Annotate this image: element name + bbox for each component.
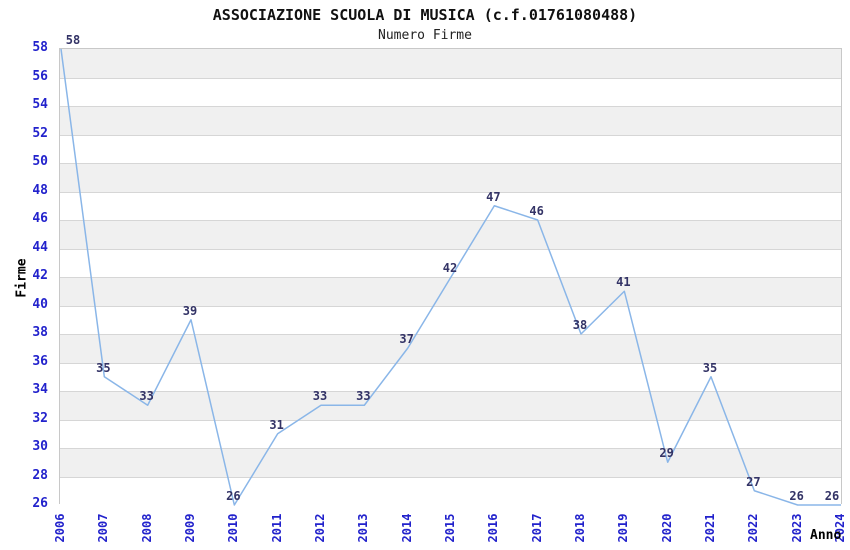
data-label: 41 — [616, 275, 631, 290]
y-tick-label: 50 — [32, 154, 48, 169]
data-label: 58 — [65, 33, 81, 47]
grid-band — [60, 476, 841, 505]
grid-band — [60, 49, 841, 78]
data-label: 26 — [226, 489, 241, 503]
line-series-path — [60, 48, 841, 506]
x-tick-label: 2008 — [139, 513, 154, 543]
data-label: 26 — [789, 489, 804, 503]
y-tick-label: 34 — [32, 382, 48, 397]
x-tick-label: 2016 — [486, 513, 501, 543]
data-label: 47 — [486, 189, 501, 204]
grid-band — [60, 191, 841, 220]
y-tick-label: 30 — [32, 439, 48, 454]
data-label: 26 — [824, 489, 840, 503]
y-tick-label: 44 — [32, 239, 48, 255]
x-tick-label: 2007 — [96, 513, 111, 543]
y-tick-label: 56 — [32, 68, 48, 84]
line-series-svg — [60, 48, 841, 506]
data-label: 33 — [356, 389, 371, 404]
data-label: 37 — [399, 332, 414, 347]
x-axis-title: Anno — [810, 528, 842, 543]
y-tick-label: 42 — [32, 268, 48, 283]
chart-title: ASSOCIAZIONE SCUOLA DI MUSICA (c.f.01761… — [212, 6, 638, 24]
data-label: 38 — [572, 318, 588, 332]
data-label: 35 — [96, 360, 111, 375]
y-tick-label: 48 — [32, 182, 48, 198]
grid-band — [60, 334, 841, 363]
y-axis-title: Firme — [14, 258, 30, 298]
data-label: 27 — [746, 474, 761, 489]
data-label: 46 — [529, 204, 544, 218]
y-tick-label: 58 — [32, 40, 48, 55]
y-tick-label: 36 — [32, 353, 48, 369]
grid-band — [60, 419, 841, 448]
data-label: 35 — [702, 360, 718, 375]
x-tick-label: 2011 — [269, 513, 284, 543]
grid-band — [60, 163, 841, 192]
x-tick-label: 2022 — [746, 513, 761, 543]
y-tick-label: 26 — [32, 496, 48, 511]
data-label: 33 — [312, 389, 328, 404]
y-tick-label: 40 — [32, 296, 48, 312]
x-tick-label: 2013 — [356, 513, 371, 543]
x-tick-label: 2010 — [226, 513, 241, 543]
data-label: 33 — [139, 389, 154, 404]
x-tick-label: 2015 — [443, 513, 457, 543]
chart-subtitle: Numero Firme — [378, 28, 472, 43]
data-label: 39 — [182, 303, 198, 318]
x-tick-label: 2023 — [789, 513, 804, 543]
x-tick-label: 2006 — [53, 513, 67, 543]
y-tick-label: 38 — [32, 325, 48, 340]
x-tick-label: 2020 — [659, 513, 674, 543]
x-tick-label: 2019 — [616, 513, 631, 543]
plot-area — [59, 48, 842, 506]
grid-band — [60, 106, 841, 135]
grid-band — [60, 134, 841, 163]
x-tick-label: 2009 — [183, 513, 197, 543]
grid-band — [60, 248, 841, 277]
data-label: 29 — [659, 446, 674, 461]
grid-band — [60, 448, 841, 477]
data-label: 42 — [442, 261, 458, 275]
x-tick-label: 2017 — [529, 513, 544, 543]
x-tick-label: 2018 — [573, 513, 587, 543]
y-tick-label: 28 — [32, 467, 48, 483]
grid-band — [60, 77, 841, 106]
data-label: 31 — [269, 417, 284, 432]
x-tick-label: 2021 — [703, 513, 717, 543]
grid-band — [60, 391, 841, 420]
x-tick-label: 2014 — [399, 513, 414, 543]
x-tick-label: 2012 — [313, 513, 327, 543]
grid-band — [60, 220, 841, 249]
y-tick-label: 46 — [32, 211, 48, 226]
y-tick-label: 54 — [32, 97, 48, 112]
y-tick-label: 52 — [32, 125, 48, 141]
y-tick-label: 32 — [32, 410, 48, 426]
